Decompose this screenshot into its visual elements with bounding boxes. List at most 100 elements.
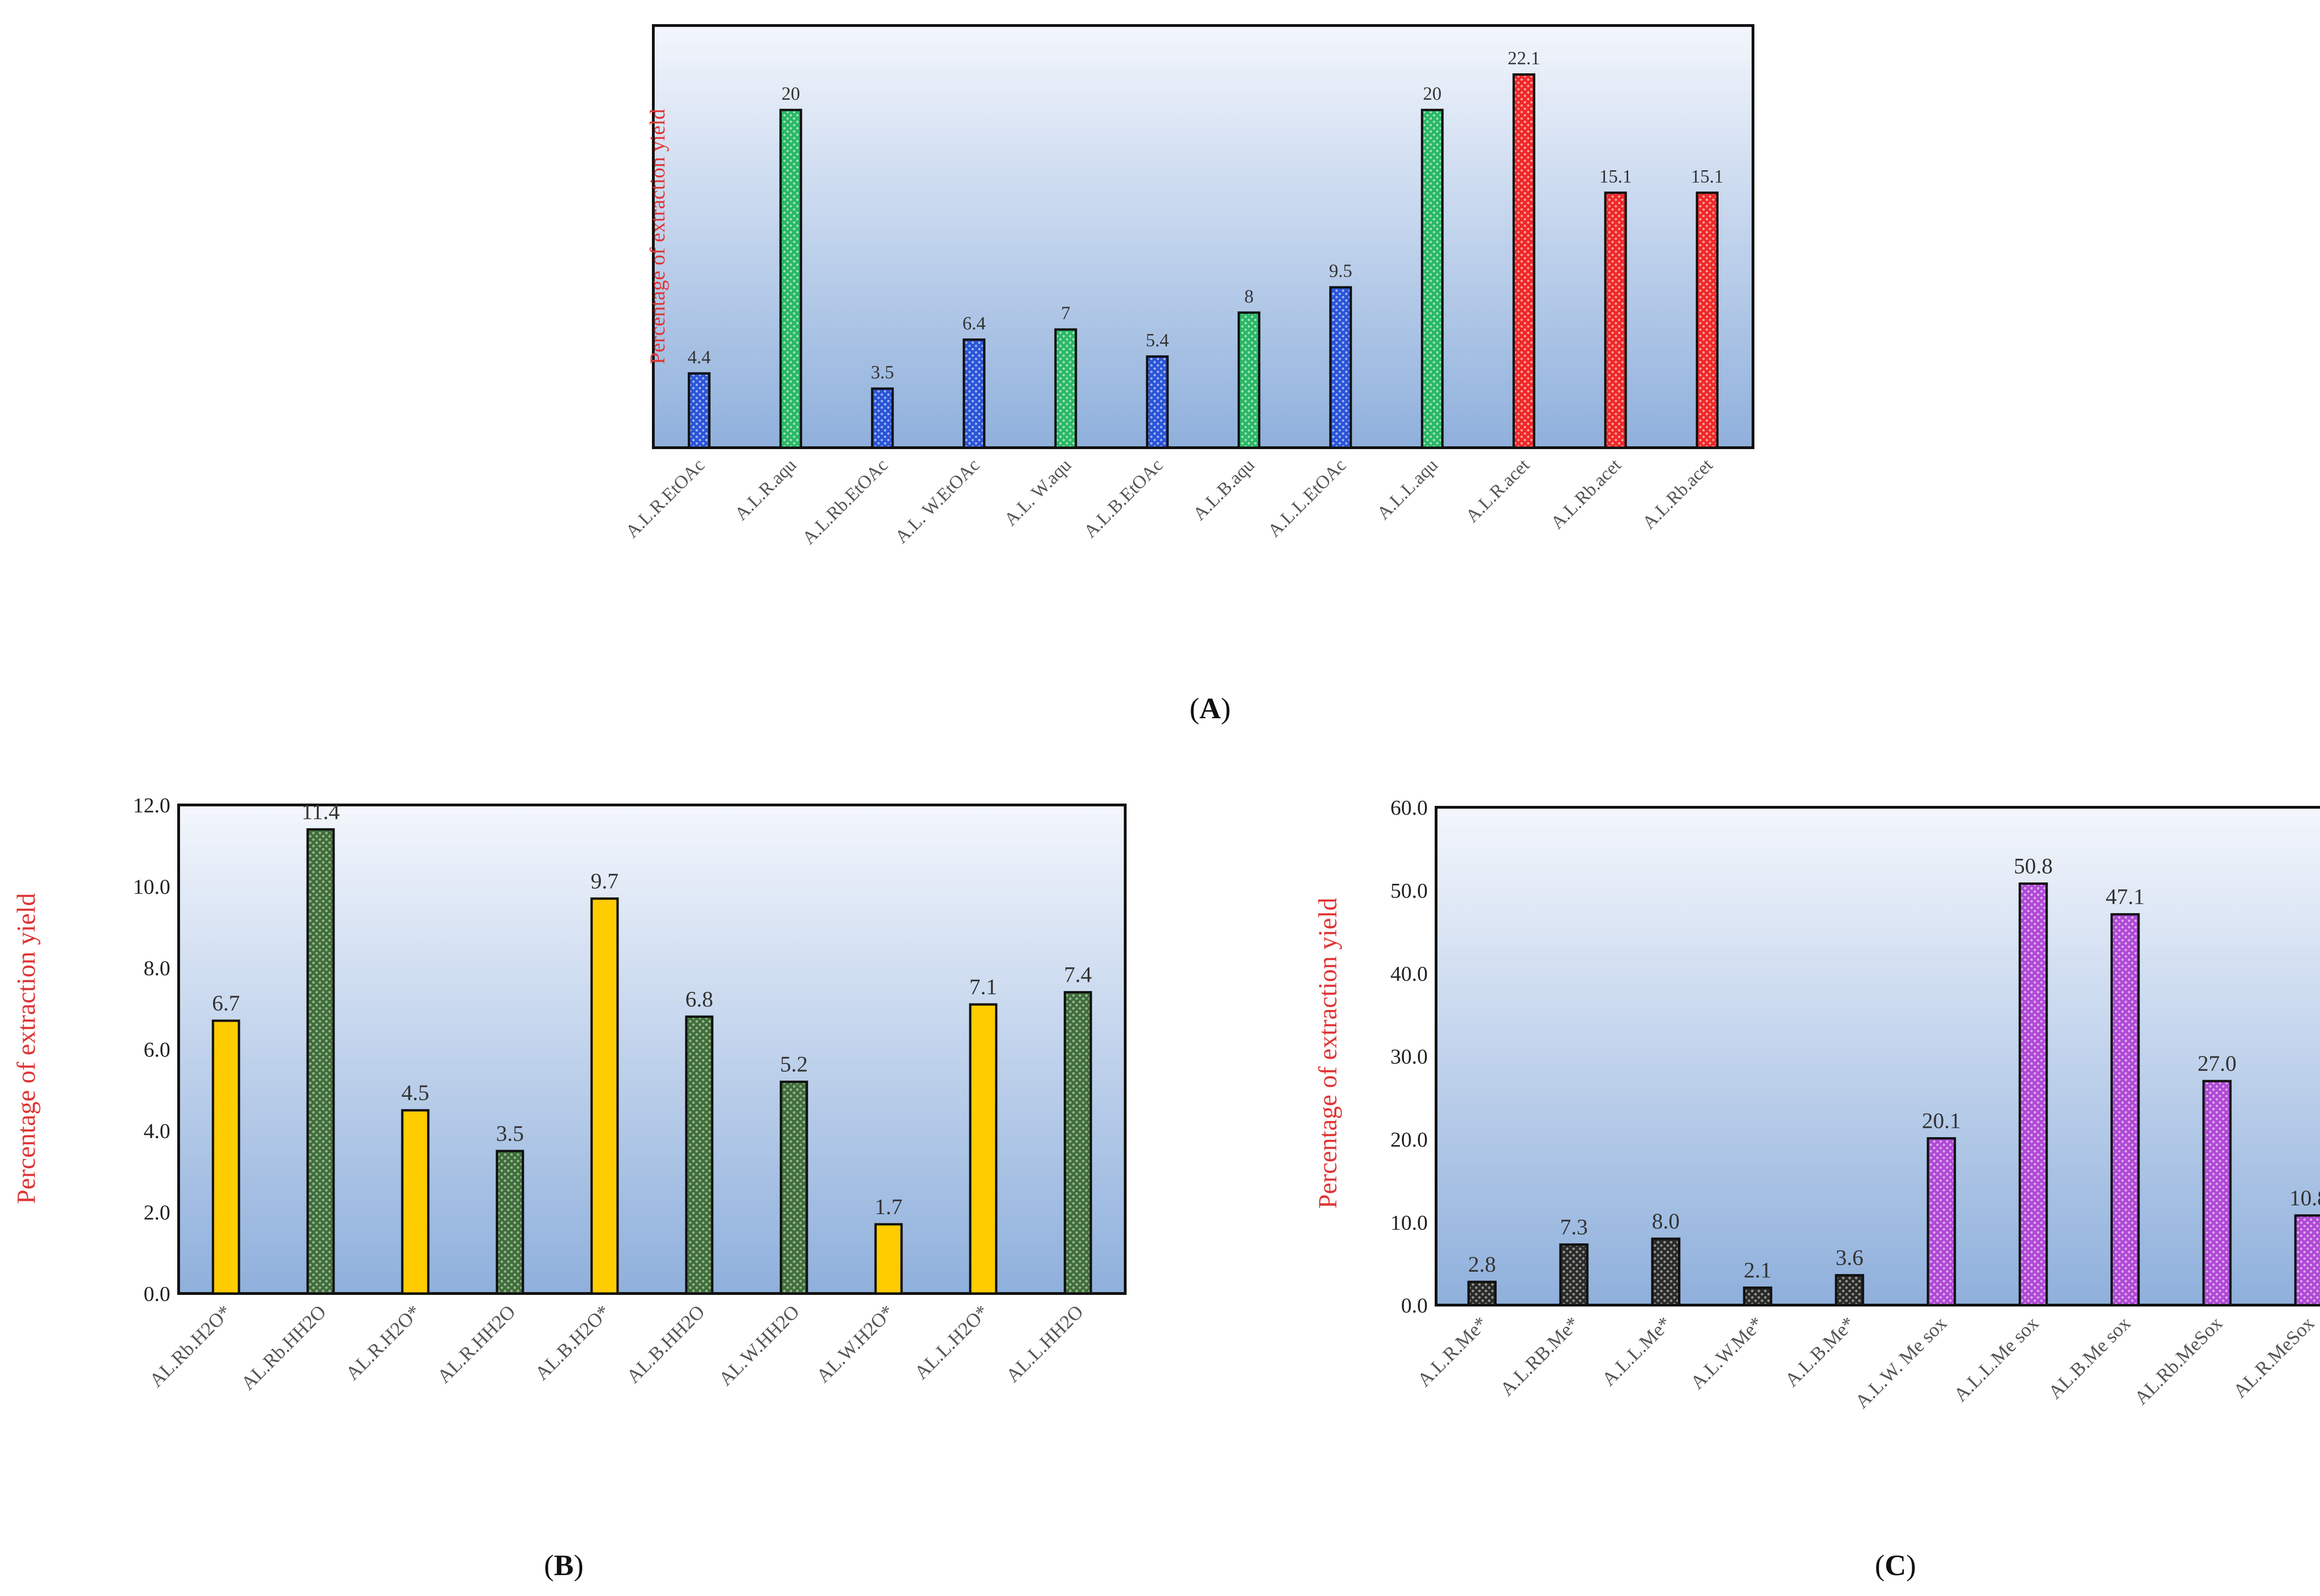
value-label: 20	[781, 83, 800, 104]
value-label: 11.4	[302, 800, 340, 824]
x-tick-label: A.L.Rb.acet	[1638, 455, 1716, 533]
chart-panel-b: Percentage of extraction yield 0.0 2.0 4.0…	[12, 793, 1127, 1395]
value-labels-a: 4.4 20 3.5 6.4 7 5.4 8 9.5 20 22.1 15.1 15.1	[688, 48, 1724, 383]
x-tick-labels-b: AL.Rb.H2O* AL.Rb.HH2O AL.R.H2O* AL.R.HH2O AL…	[146, 1301, 1088, 1395]
value-label: 15.1	[1691, 166, 1723, 187]
y-tick-label: 8.0	[144, 956, 171, 980]
x-tick-label: A.L.R.Me*	[1413, 1313, 1492, 1391]
x-tick-label: A.L.L.EtOAc	[1263, 455, 1350, 541]
bar-texture	[1606, 194, 1624, 446]
value-label: 20.1	[1922, 1109, 1961, 1133]
bar-texture	[2021, 885, 2045, 1304]
bar-texture	[1240, 314, 1258, 446]
x-tick-label: AL.B.HH2O	[623, 1301, 709, 1388]
y-tick-label: 30.0	[1391, 1045, 1428, 1068]
x-tick-label: A.L.R.acet	[1461, 455, 1533, 527]
value-label: 4.4	[688, 347, 711, 367]
bar-texture	[782, 1083, 806, 1292]
value-label: 10.8	[2289, 1186, 2320, 1210]
bar-texture	[782, 111, 800, 446]
bar	[590, 897, 619, 1295]
value-label: 3.6	[1836, 1246, 1863, 1270]
x-tick-label: A.L.W. Me sox	[1851, 1313, 1951, 1413]
value-labels-b: 6.7 11.4 4.5 3.5 9.7 6.8 5.2 1.7 7.1 7.4	[212, 800, 1092, 1219]
chart-panel-a: Percentage of extraction yield 4.4 20 3.5 6…	[621, 24, 1754, 548]
bar-texture	[1148, 358, 1166, 446]
bar-texture	[1470, 1283, 1494, 1304]
value-label: 20	[1423, 83, 1442, 104]
value-label: 6.4	[962, 313, 986, 334]
y-tick-label: 6.0	[144, 1038, 171, 1062]
x-tick-label: AL.B.H2O*	[531, 1301, 614, 1384]
chart-panel-c: Percentage of extraction yield 0.0 10.0 20…	[1314, 796, 2320, 1413]
x-tick-label: A.L.Rb.EtOAc	[798, 455, 892, 548]
x-tick-label: AL.W.H2O*	[812, 1301, 898, 1387]
y-axis-label-a: Percentage of extraction yield	[645, 109, 669, 364]
bar-texture	[1332, 289, 1350, 446]
value-label: 6.7	[212, 991, 240, 1016]
y-tick-label: 40.0	[1391, 962, 1428, 985]
x-tick-label: A.L.B.Me*	[1781, 1313, 1859, 1391]
value-label: 7.4	[1064, 963, 1092, 987]
x-tick-label: AL.Rb.H2O*	[146, 1301, 236, 1391]
y-tick-label: 0.0	[144, 1282, 171, 1306]
value-label: 1.7	[875, 1195, 902, 1219]
value-label: 8.0	[1652, 1209, 1680, 1234]
value-label: 3.5	[871, 362, 894, 383]
bar-texture	[2297, 1216, 2320, 1304]
bar	[401, 1109, 430, 1295]
bar-texture	[1698, 194, 1716, 446]
y-tick-label: 60.0	[1391, 796, 1428, 819]
value-labels-c: 2.8 7.3 8.0 2.1 3.6 20.1 50.8 47.1 27.0 10.8	[1468, 854, 2320, 1283]
value-label: 9.5	[1329, 260, 1352, 281]
y-tick-labels-c: 0.0 10.0 20.0 30.0 40.0 50.0 60.0	[1391, 796, 1428, 1317]
bar	[969, 1003, 998, 1295]
bar-texture	[873, 390, 891, 446]
x-tick-label: A.L. W.EtOAc	[891, 455, 984, 547]
bar-texture	[1837, 1276, 1862, 1304]
bar-texture	[2205, 1082, 2229, 1304]
x-tick-label: A.L.R.EtOAc	[621, 455, 709, 542]
bar-texture	[965, 341, 983, 446]
x-tick-label: AL.Rb.MeSox	[2131, 1313, 2227, 1409]
value-label: 6.8	[685, 987, 713, 1011]
value-label: 8	[1244, 286, 1254, 307]
y-tick-label: 12.0	[133, 793, 171, 817]
panel-label-c: (C)	[1875, 1549, 1916, 1582]
bar-texture	[309, 830, 332, 1292]
x-tick-label: A.L. W.aqu	[1000, 455, 1075, 530]
bar-texture	[1423, 111, 1441, 446]
y-tick-label: 10.0	[1391, 1210, 1428, 1234]
x-tick-label: A.L.R.aqu	[730, 455, 800, 524]
y-axis-label-b: Percentage of extraction yield	[12, 893, 41, 1204]
bar-texture	[1562, 1246, 1586, 1304]
bar-texture	[1654, 1240, 1678, 1304]
value-label: 9.7	[591, 869, 619, 894]
x-tick-label: AL.L.HH2O	[1002, 1301, 1088, 1387]
bar-texture	[2113, 915, 2137, 1304]
y-tick-label: 20.0	[1391, 1127, 1428, 1151]
y-tick-label: 4.0	[144, 1119, 171, 1143]
value-label: 7.3	[1560, 1215, 1588, 1239]
y-tick-label: 10.0	[133, 875, 171, 899]
y-tick-label: 0.0	[1401, 1294, 1428, 1317]
value-label: 15.1	[1599, 166, 1632, 187]
plot-area-a	[652, 24, 1754, 449]
x-tick-label: A.L.B.aqu	[1189, 455, 1258, 524]
bar-texture	[688, 1018, 711, 1292]
x-tick-label: AL.R.MeSox	[2229, 1313, 2319, 1403]
x-tick-label: A.L.L.aqu	[1373, 455, 1442, 524]
x-tick-label: AL.B.Me sox	[2044, 1313, 2135, 1403]
y-axis-label-c: Percentage of extraction yield	[1314, 898, 1342, 1209]
value-label: 22.1	[1508, 48, 1540, 69]
y-tick-labels-b: 0.0 2.0 4.0 6.0 8.0 10.0 12.0	[133, 793, 171, 1306]
bars-c	[1467, 882, 2320, 1306]
bar-texture	[1515, 76, 1533, 446]
value-label: 2.8	[1468, 1252, 1496, 1277]
bars-b	[212, 828, 1092, 1295]
x-tick-label: AL.R.HH2O	[433, 1301, 520, 1388]
plot-area-b	[177, 804, 1127, 1295]
plot-area-c	[1435, 806, 2320, 1306]
bar	[212, 1019, 240, 1295]
